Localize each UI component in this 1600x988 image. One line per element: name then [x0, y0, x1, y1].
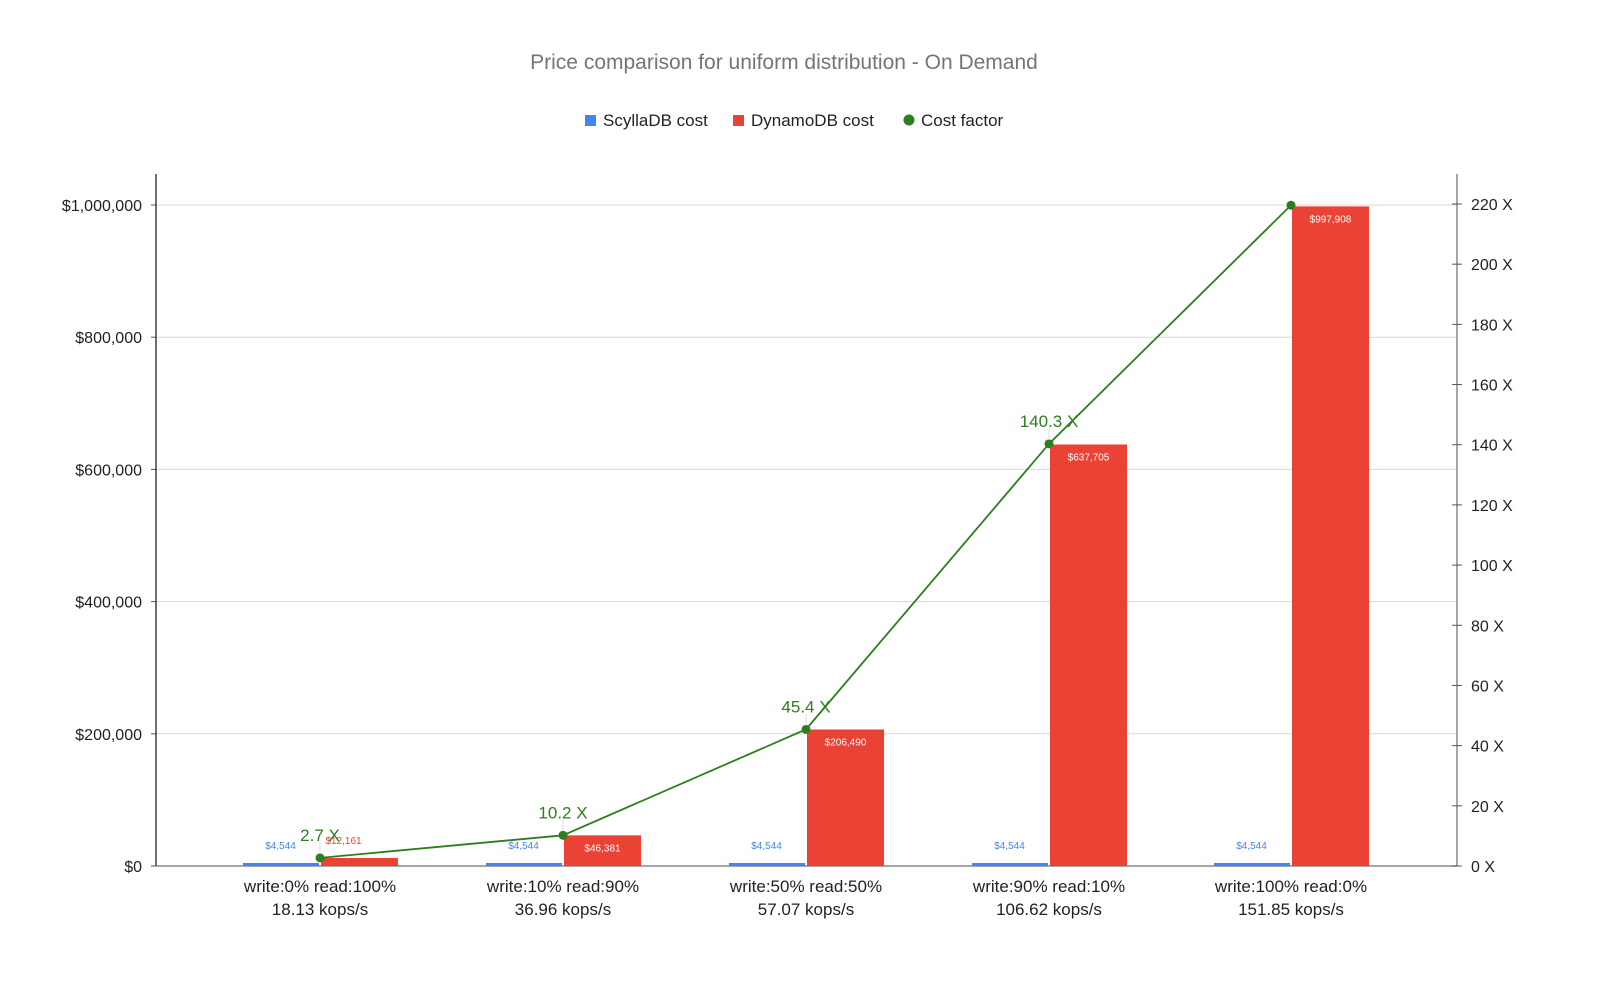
legend-label: Cost factor — [921, 111, 1004, 130]
legend-label: ScyllaDB cost — [603, 111, 708, 130]
x-category-label: 151.85 kops/s — [1238, 900, 1344, 919]
cost-factor-label: 45.4 X — [781, 697, 830, 716]
y2-tick-label: 160 X — [1471, 378, 1513, 395]
scylladb-bar[interactable] — [729, 862, 805, 866]
y-tick-label: $400,000 — [75, 595, 142, 612]
y2-tick-label: 100 X — [1471, 558, 1513, 575]
scylladb-value-label: $4,544 — [751, 841, 782, 852]
dynamodb-swatch-icon — [733, 115, 744, 126]
x-category-label: write:50% read:50% — [729, 877, 882, 896]
y-tick-label: $200,000 — [75, 727, 142, 744]
cost-factor-point[interactable] — [558, 830, 568, 840]
x-category-label: 18.13 kops/s — [272, 900, 368, 919]
cost-factor-line: 2.7 X 10.2 X 45.4 X 140.3 X — [300, 200, 1296, 863]
scylladb-bar[interactable] — [972, 862, 1048, 866]
cost-factor-polyline — [319, 204, 1292, 859]
y2-tick-label: 20 X — [1471, 799, 1504, 816]
cost-factor-point[interactable] — [1044, 439, 1054, 449]
dynamodb-bar[interactable] — [564, 835, 641, 866]
right-y-axis: 0 X 20 X 40 X 60 X 80 X 100 X 120 X 140 X 160 X 1… — [1452, 174, 1513, 876]
dynamodb-value-label: $46,381 — [584, 843, 621, 854]
cost-factor-label: 140.3 X — [1020, 412, 1079, 431]
x-category-label: write:90% read:10% — [972, 877, 1125, 896]
y2-tick-label: 180 X — [1471, 317, 1513, 334]
y-tick-label: $1,000,000 — [62, 198, 142, 215]
bars: $4,544 $12,161 $4,544 $46,381 $4,544 $206,490… — [243, 206, 1369, 866]
scylladb-bar[interactable] — [1214, 862, 1290, 866]
y-tick-label: $0 — [124, 859, 142, 876]
legend-item-scylladb[interactable]: ScyllaDB cost — [585, 111, 708, 130]
scylladb-swatch-icon — [585, 115, 596, 126]
x-category-label: 106.62 kops/s — [996, 900, 1102, 919]
legend: ScyllaDB cost DynamoDB cost Cost factor — [585, 111, 1004, 130]
legend-item-dynamodb[interactable]: DynamoDB cost — [733, 111, 874, 130]
y2-tick-label: 80 X — [1471, 618, 1504, 635]
gridlines — [156, 204, 1457, 735]
y2-tick-label: 140 X — [1471, 438, 1513, 455]
left-y-axis: $0 $200,000 $400,000 $600,000 $800,000 $1,000… — [62, 174, 1457, 876]
cost-factor-point[interactable] — [801, 724, 811, 734]
y-tick-label: $600,000 — [75, 462, 142, 479]
x-category-label: 36.96 kops/s — [515, 900, 611, 919]
scylladb-bar[interactable] — [243, 862, 319, 866]
chart-title: Price comparison for uniform distributio… — [530, 51, 1038, 74]
y2-tick-label: 200 X — [1471, 257, 1513, 274]
dynamodb-bar[interactable] — [807, 729, 884, 866]
dynamodb-value-label: $637,705 — [1068, 452, 1110, 463]
x-category-label: write:0% read:100% — [243, 877, 396, 896]
cost-factor-label: 2.7 X — [300, 826, 340, 845]
scylladb-value-label: $4,544 — [994, 841, 1025, 852]
legend-item-cost-factor[interactable]: Cost factor — [903, 111, 1004, 130]
dynamodb-bar[interactable] — [1050, 444, 1127, 866]
dynamodb-bar[interactable] — [321, 857, 398, 866]
legend-label: DynamoDB cost — [751, 111, 874, 130]
cost-factor-label: 10.2 X — [538, 803, 587, 822]
y2-tick-label: 0 X — [1471, 859, 1495, 876]
y2-tick-label: 40 X — [1471, 739, 1504, 756]
cost-factor-point[interactable] — [315, 853, 325, 863]
cost-factor-point[interactable] — [1286, 200, 1296, 210]
x-category-label: write:10% read:90% — [486, 877, 639, 896]
dynamodb-bar[interactable] — [1292, 206, 1369, 866]
scylladb-value-label: $4,544 — [265, 841, 296, 852]
x-category-label: 57.07 kops/s — [758, 900, 854, 919]
x-category-label: write:100% read:0% — [1214, 877, 1367, 896]
x-axis-labels: write:0% read:100% 18.13 kops/s write:10% … — [243, 877, 1367, 919]
dynamodb-value-label: $997,908 — [1310, 214, 1352, 225]
dynamodb-value-label: $12,161 — [325, 836, 362, 847]
scylladb-value-label: $4,544 — [1236, 841, 1267, 852]
y-tick-label: $800,000 — [75, 330, 142, 347]
cost-factor-dot-icon — [903, 114, 915, 126]
y2-tick-label: 60 X — [1471, 678, 1504, 695]
scylladb-bar[interactable] — [486, 862, 562, 866]
y2-tick-label: 120 X — [1471, 498, 1513, 515]
dynamodb-value-label: $206,490 — [825, 738, 867, 749]
y2-tick-label: 220 X — [1471, 197, 1513, 214]
scylladb-value-label: $4,544 — [508, 841, 539, 852]
